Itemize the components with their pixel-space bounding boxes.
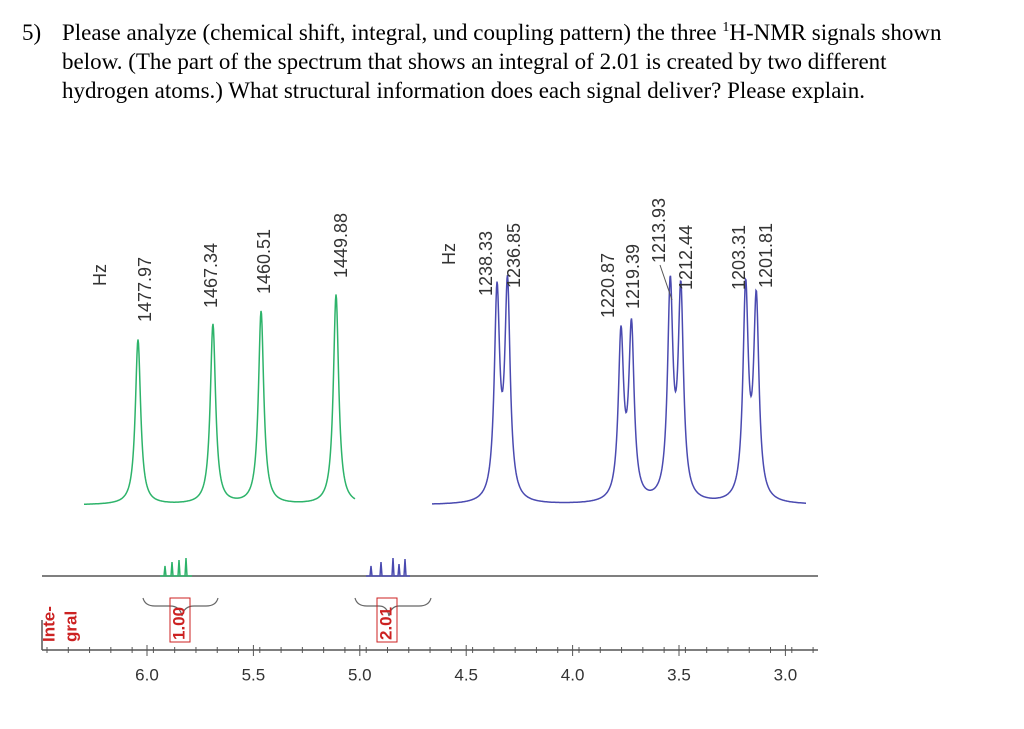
- peak-label: 1212.44: [676, 225, 696, 290]
- peak-label: 1203.31: [729, 225, 749, 290]
- axis-tick-label: 4.0: [561, 665, 585, 684]
- spectrum-trace: [84, 294, 356, 505]
- integral-title: Inte-: [39, 606, 58, 642]
- small-multiplet: [160, 557, 192, 577]
- integral-value: 2.01: [376, 607, 395, 640]
- unit-label: Hz: [90, 264, 110, 286]
- peak-label: 1449.88: [331, 213, 351, 278]
- text: Please analyze (chemical shift, integral…: [62, 20, 723, 45]
- peak-label: 1467.34: [201, 243, 221, 308]
- leader-line: [659, 264, 673, 301]
- axis-tick-label: 3.0: [774, 665, 798, 684]
- unit-label: Hz: [439, 243, 459, 265]
- axis-tick-label: 5.0: [348, 665, 372, 684]
- axis-tick-label: 5.5: [242, 665, 266, 684]
- peak-label: 1219.39: [623, 244, 643, 309]
- integral-bracket: [354, 597, 432, 617]
- integral-value: 1.00: [169, 607, 188, 640]
- peak-label: 1477.97: [135, 257, 155, 322]
- integral-box: [376, 597, 398, 643]
- question-number: 5): [22, 20, 42, 45]
- question: 5) Please analyze (chemical shift, integ…: [22, 18, 982, 105]
- peak-label: 1220.87: [598, 253, 618, 318]
- spectrum-trace: [432, 274, 806, 505]
- peak-label: 1201.81: [756, 223, 776, 288]
- peak-label: 1236.85: [504, 223, 524, 288]
- axis-tick-label: 6.0: [135, 665, 159, 684]
- integral-box: [169, 597, 191, 643]
- text: H-NMR signals shown below. (The part of …: [62, 20, 942, 103]
- peak-label: 1238.33: [476, 231, 496, 296]
- peak-label: 1460.51: [254, 229, 274, 294]
- axis-tick-label: 3.5: [667, 665, 691, 684]
- integral-title: gral: [61, 611, 80, 642]
- integral-bracket: [142, 597, 219, 617]
- question-text: Please analyze (chemical shift, integral…: [62, 18, 972, 105]
- superscript: 1: [722, 20, 730, 35]
- axis-tick-label: 4.5: [454, 665, 478, 684]
- peak-label: 1213.93: [649, 198, 669, 263]
- small-multiplet: [366, 557, 410, 577]
